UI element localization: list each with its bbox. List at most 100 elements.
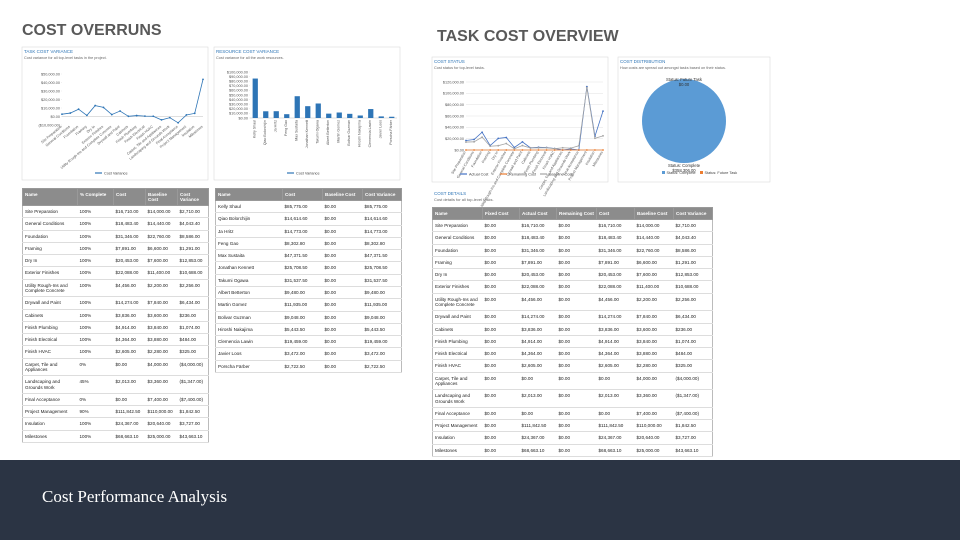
table-cell: $14,773.00 (282, 225, 323, 238)
point (119, 110, 121, 112)
table-cell: Insulation (432, 431, 483, 445)
table-cell: $4,914.00 (519, 335, 557, 349)
table-cell: $0.00 (113, 393, 146, 407)
y-tick-label: $100,000.00 (227, 70, 248, 74)
chart-title: RESOURCE COST VARIANCE (216, 49, 279, 54)
bar (389, 116, 395, 118)
table-cell: $12,853.00 (673, 268, 713, 282)
point (473, 140, 475, 143)
table-cell: $0.00 (482, 419, 520, 433)
table-cell: $5,443.50 (282, 323, 323, 337)
chart-subtitle: Cost variance for all top-level tasks in… (24, 56, 107, 60)
table-cell: $0.00 (322, 261, 363, 275)
legend-swatch (662, 171, 665, 174)
x-tick-label: Dry In (491, 151, 499, 161)
table-cell: $14,274.00 (113, 296, 146, 310)
table-cell: $16,710.00 (596, 219, 635, 233)
y-tick-label: $80,000.00 (445, 103, 464, 107)
table-cell: $3,360.00 (145, 375, 178, 394)
bar (252, 78, 258, 118)
table-cell: $25,000.00 (145, 430, 178, 443)
point (489, 145, 492, 148)
table-cell: 100% (77, 242, 114, 256)
point (465, 139, 467, 142)
table-cell: Site Preparation (22, 205, 78, 219)
table-cell: $68,663.10 (113, 430, 146, 443)
table-cell: $9,480.00 (282, 286, 323, 300)
x-tick-label: Takumi Ogawa (315, 120, 319, 144)
bar (357, 115, 363, 118)
table-cell: $25,708.50 (362, 261, 402, 275)
column-header: Cost (113, 188, 146, 206)
table-cell: $1,291.00 (177, 242, 209, 256)
legend-label: Remaining Cost (509, 172, 537, 176)
table-cell: $0.00 (482, 293, 520, 312)
table-cell: Drywall and Paint (432, 310, 483, 324)
pie-slice (642, 79, 726, 163)
point (473, 138, 475, 141)
table-cell: $8,302.80 (362, 237, 402, 251)
point (521, 149, 524, 151)
table-cell: $0.00 (322, 311, 363, 324)
point (465, 149, 467, 151)
table-cell: ($7,400.00) (673, 407, 713, 421)
x-tick-label: Feng Gao (284, 120, 288, 136)
table-cell: $4,456.00 (519, 293, 557, 312)
column-header: Cost (596, 207, 635, 220)
table-cell: Bolivar Guzman (215, 311, 283, 324)
point (529, 149, 532, 151)
point (69, 112, 72, 114)
column-header: Name (215, 188, 283, 201)
point (505, 142, 508, 145)
table-cell: $0.00 (556, 323, 597, 336)
table-cell: ($1,347.00) (177, 375, 209, 394)
point (537, 146, 540, 149)
table-cell: 100% (77, 321, 114, 335)
table-cell: ($4,000.00) (177, 358, 209, 377)
table-cell: 100% (77, 417, 114, 431)
table-cell: $7,600.00 (145, 254, 178, 268)
point (577, 149, 580, 151)
point (481, 131, 484, 134)
table-cell: $16,710.00 (519, 219, 557, 233)
table-cell: $20,453.00 (519, 268, 557, 282)
point (160, 119, 163, 121)
y-tick-label: ($10,000.00) (38, 123, 60, 127)
table-cell: $110,000.00 (145, 405, 178, 419)
point (481, 149, 484, 151)
table-cell: $24,367.00 (113, 417, 146, 431)
table-cell: $0.00 (322, 335, 363, 349)
point (553, 149, 556, 151)
table-cell: 100% (77, 254, 114, 268)
point (529, 147, 532, 149)
table-cell: Drywall and Paint (22, 296, 78, 310)
point (577, 144, 580, 147)
table-cell: Kelly Shaul (215, 200, 283, 214)
table-cell: $0.00 (482, 323, 520, 336)
y-tick-label: $80,000.00 (229, 80, 248, 84)
chart-title: TASK COST VARIANCE (24, 49, 73, 54)
point (569, 149, 572, 151)
column-header: Name (22, 188, 78, 206)
table-cell: $6,600.00 (634, 256, 674, 270)
table-cell: $25,708.50 (282, 261, 323, 275)
table-cell: $1,074.00 (177, 321, 209, 335)
table-cell: $7,840.00 (634, 310, 674, 324)
table-cell: $3,836.00 (113, 309, 146, 322)
table-cell: $6,600.00 (145, 242, 178, 256)
point (489, 149, 492, 151)
point (102, 106, 105, 109)
y-tick-label: $10,000.00 (41, 106, 60, 110)
table-cell: $2,013.00 (519, 389, 557, 408)
table-cell: $4,043.40 (177, 217, 209, 231)
table-cell: $31,346.00 (113, 230, 146, 243)
table-cell: $2,605.00 (519, 359, 557, 373)
x-tick-label: Porscha Färber (389, 119, 393, 145)
point (465, 141, 467, 143)
table-cell: $2,280.00 (145, 345, 178, 359)
table-cell: 100% (77, 230, 114, 243)
y-tick-label: $30,000.00 (41, 89, 60, 93)
table-cell: $7,400.00 (145, 393, 178, 407)
table-cell: General Conditions (432, 231, 483, 245)
